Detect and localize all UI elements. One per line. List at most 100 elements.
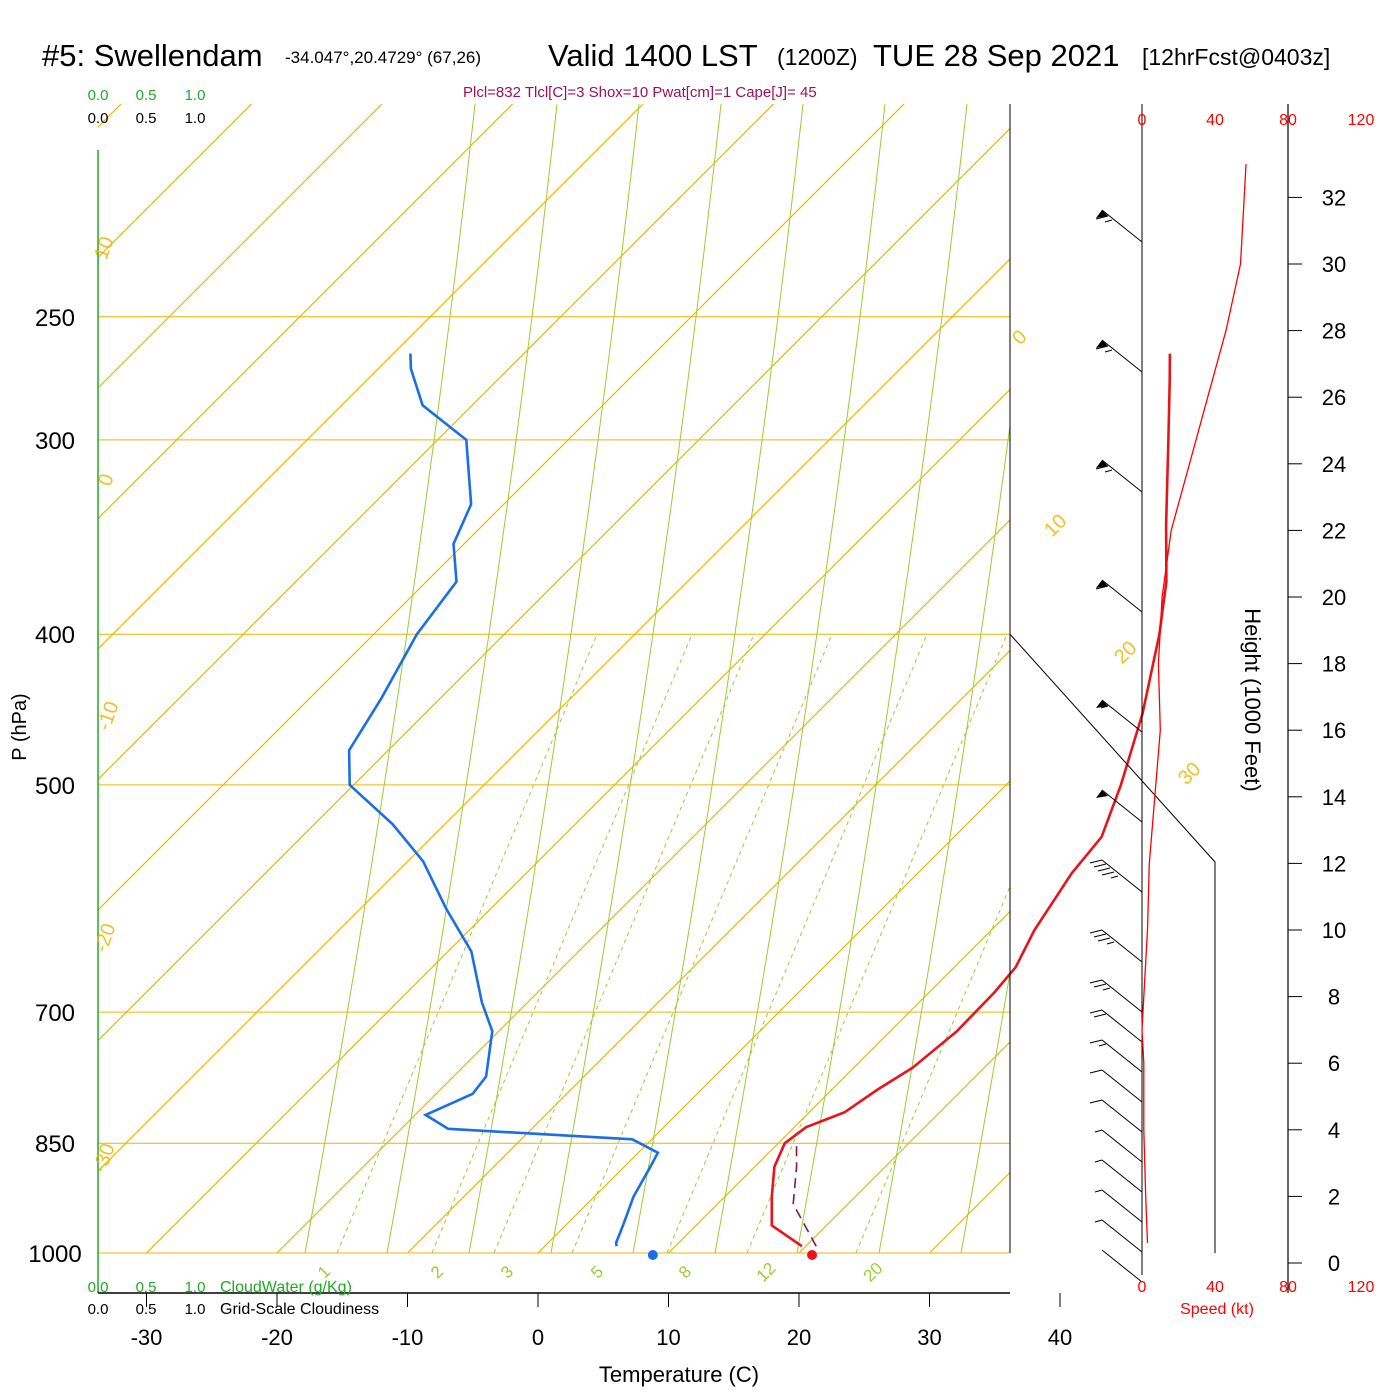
moist-adiabat-line	[714, 104, 886, 1253]
dewpoint-surface-marker	[647, 1250, 658, 1260]
height-tick-label: 20	[1322, 585, 1346, 610]
isotherm-line	[98, 104, 644, 650]
dry-adiabat-line	[98, 104, 513, 520]
height-tick-label: 18	[1322, 652, 1346, 677]
height-tick-label: 26	[1322, 385, 1346, 410]
wind-barb-half	[1110, 875, 1119, 879]
cloudiness-scale-bottom: 1.0	[185, 1301, 206, 1318]
wind-barb-flag	[1096, 210, 1108, 218]
isotherm-line	[1191, 104, 1400, 1253]
moist-adiabat-line	[550, 104, 722, 1253]
cloudiness-scale-bottom: 0.5	[136, 1301, 157, 1318]
plot-frame	[97, 104, 1302, 1307]
mixing-ratio-label: 3	[497, 1262, 517, 1282]
height-guide-line	[1009, 633, 1216, 1253]
height-tick-label: 4	[1328, 1118, 1340, 1143]
wind-barb-feather	[1095, 585, 1109, 590]
isotherm-line	[98, 104, 513, 520]
height-tick-label: 0	[1328, 1251, 1340, 1276]
stability-params: Plcl=832 Tlcl[C]=3 Shox=10 Pwat[cm]=1 Ca…	[463, 84, 817, 101]
height-tick-label: 8	[1328, 985, 1340, 1010]
wind-barb-flag	[1096, 340, 1108, 348]
isotherm-label: 10	[90, 234, 118, 262]
wind-barb-feather	[1093, 863, 1107, 868]
wind-barb-half	[1104, 349, 1113, 353]
forecast-info: [12hrFcst@0403z]	[1142, 44, 1331, 70]
wind-barb	[1101, 789, 1143, 823]
height-tick-label: 10	[1322, 918, 1346, 943]
dry-adiabat-line	[98, 104, 774, 781]
wind-barb	[1101, 1099, 1143, 1133]
height-tick-label: 30	[1322, 252, 1346, 277]
pressure-label: 300	[35, 428, 75, 455]
wind-barb-feather	[1093, 983, 1107, 988]
isotherm-label: -30	[89, 1141, 120, 1176]
pressure-label: 700	[35, 1000, 75, 1027]
isotherm-line	[98, 104, 122, 128]
moist-adiabat-line	[1043, 104, 1213, 1253]
mixing-ratio-line	[855, 885, 1010, 1253]
parcel-line	[792, 1143, 817, 1247]
dry-adiabat-line	[1191, 104, 1400, 1253]
isotherm-line	[98, 127, 1010, 1042]
speed-axis-title: Speed (kt)	[1180, 1301, 1254, 1318]
mixing-ratio-line	[493, 634, 755, 1253]
wind-barb-feather	[1095, 465, 1109, 470]
wind-barb-feather	[1093, 933, 1107, 938]
height-tick-label: 22	[1322, 518, 1346, 543]
mixing-ratio-label: 20	[860, 1259, 887, 1286]
wind-barb-feather	[1097, 937, 1111, 942]
wind-barb-feather	[1089, 1039, 1103, 1044]
wind-barb	[1101, 1249, 1143, 1283]
isotherm-line	[98, 104, 252, 259]
moist-adiabat-line	[304, 104, 476, 1253]
isotherm-label: 10	[1040, 510, 1071, 541]
wind-barb-half	[1106, 941, 1115, 945]
cloudiness-scale-top: 0.0	[88, 110, 109, 127]
wind-barb-half	[1094, 1159, 1103, 1163]
pressure-label: 250	[35, 305, 75, 332]
wind-speed-profile	[1141, 164, 1247, 1244]
wind-barb-flag	[1096, 700, 1108, 708]
valid-time: Valid 1400 LST	[548, 38, 758, 73]
moist-adiabat-line	[386, 104, 558, 1253]
isobar-lines	[98, 316, 1010, 1254]
moist-adiabat-line	[796, 104, 968, 1253]
mixing-ratio-label: 5	[587, 1262, 607, 1282]
dry-adiabat-line	[98, 104, 252, 259]
dry-adiabat-line	[98, 258, 1010, 1172]
wind-barb-half	[1104, 219, 1113, 223]
isotherm-line	[98, 104, 774, 781]
dry-adiabat-line	[98, 127, 1010, 1042]
height-tick-label: 12	[1322, 851, 1346, 876]
wind-barb	[1101, 1159, 1143, 1193]
height-tick-label: 16	[1322, 718, 1346, 743]
mixing-ratio-label: 2	[427, 1262, 447, 1282]
cloudwater-scale-bottom: 0.0	[88, 1279, 109, 1296]
cloudiness-scale-top: 0.5	[136, 110, 157, 127]
cloudiness-label: Grid-Scale Cloudiness	[220, 1301, 379, 1318]
height-tick-label: 24	[1322, 452, 1346, 477]
x-tick-label: 30	[917, 1325, 941, 1350]
station-coords: -34.047°,20.4729° (67,26)	[285, 48, 482, 67]
cloudiness-scale-bottom: 0.0	[88, 1301, 109, 1318]
x-tick-label: -20	[261, 1325, 293, 1350]
dry-adiabat-line	[98, 104, 905, 911]
dry-adiabat-line	[668, 910, 1010, 1253]
isotherm-label: 30	[1174, 758, 1205, 789]
height-tick-label: 14	[1322, 785, 1346, 810]
mixing-ratio-line	[666, 634, 928, 1253]
wind-barb-half	[1098, 1043, 1107, 1047]
y-axis-title: P (hPa)	[9, 693, 31, 760]
pressure-label: 850	[35, 1131, 75, 1158]
wind-barb-half	[1094, 1129, 1103, 1133]
wind-panel	[1089, 164, 1247, 1283]
moist-adiabat-line	[960, 969, 1010, 1253]
wind-barb	[1101, 339, 1143, 373]
dry-adiabat-line	[98, 104, 383, 389]
moist-adiabat-line	[632, 104, 804, 1253]
isotherm-label: 20	[1110, 637, 1141, 668]
wind-barb-flag	[1096, 790, 1108, 798]
wind-barb-feather	[1089, 929, 1103, 934]
wind-barb-feather	[1101, 871, 1115, 876]
